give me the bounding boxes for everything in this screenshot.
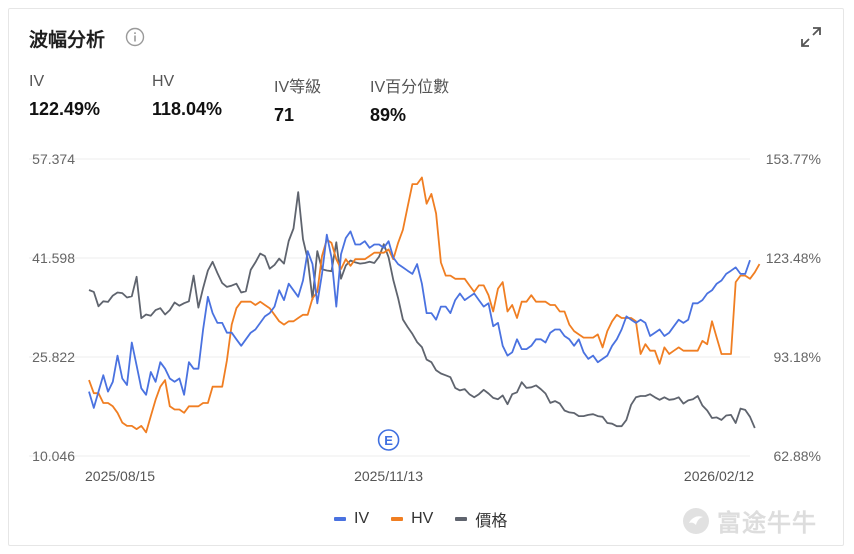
metric-iv-rank: IV等級 71 bbox=[274, 73, 321, 126]
earnings-event-label: E bbox=[384, 433, 393, 448]
x-tick-label: 2025/08/15 bbox=[85, 468, 155, 484]
y-right-tick-label: 153.77% bbox=[766, 151, 821, 167]
metric-iv-percentile-label: IV百分位數 bbox=[370, 79, 450, 96]
legend-item-hv[interactable]: HV bbox=[391, 507, 433, 531]
legend-label-hv: HV bbox=[411, 510, 434, 527]
metric-hv-value: 118.04% bbox=[152, 99, 223, 119]
y-right-tick-label: 93.18% bbox=[774, 349, 821, 365]
legend-item-price[interactable]: 價格 bbox=[455, 507, 507, 531]
x-tick-label: 2025/11/13 bbox=[354, 468, 423, 484]
y-left-tick-label: 41.598 bbox=[32, 250, 75, 266]
metric-iv-rank-label: IV等級 bbox=[274, 79, 322, 96]
metric-iv-rank-value: 71 bbox=[274, 105, 295, 125]
watermark-logo-icon bbox=[683, 507, 709, 534]
legend-swatch-price bbox=[455, 517, 468, 521]
metric-iv: IV 122.49% bbox=[29, 73, 100, 120]
legend-label-iv: IV bbox=[354, 510, 370, 527]
card-title: 波幅分析 bbox=[29, 29, 106, 51]
metric-hv: HV 118.04% bbox=[152, 73, 222, 120]
chart-legend: IV HV 價格 bbox=[334, 507, 507, 531]
info-icon[interactable] bbox=[125, 27, 145, 47]
y-left-tick-label: 25.822 bbox=[32, 349, 75, 365]
watermark-text: 富途牛牛 bbox=[717, 509, 817, 537]
legend-item-iv[interactable]: IV bbox=[334, 507, 369, 531]
metric-hv-label: HV bbox=[152, 73, 175, 90]
series-line-iv bbox=[88, 230, 751, 409]
earnings-event-marker bbox=[377, 429, 400, 451]
y-left-tick-label: 57.374 bbox=[32, 151, 75, 167]
metric-iv-percentile-value: 89% bbox=[370, 105, 407, 125]
volatility-card: 波幅分析 IV 122.49% HV 118.04% IV等級 71 IV百分位… bbox=[8, 8, 844, 546]
series-line-price bbox=[88, 191, 756, 429]
metric-iv-value: 122.49% bbox=[29, 99, 101, 119]
watermark: 富途牛牛 bbox=[681, 503, 817, 538]
series-line-hv bbox=[88, 176, 761, 434]
y-left-tick-label: 10.046 bbox=[32, 448, 75, 464]
metric-iv-label: IV bbox=[29, 73, 45, 90]
legend-swatch-hv bbox=[391, 517, 404, 521]
metric-iv-percentile: IV百分位數 89% bbox=[370, 73, 449, 126]
volatility-chart[interactable]: 57.374 153.77% 41.598 123.48% 25.822 93.18% 10… bbox=[9, 9, 845, 547]
y-right-tick-label: 123.48% bbox=[766, 250, 821, 266]
x-tick-label: 2026/02/12 bbox=[684, 468, 754, 484]
expand-icon[interactable] bbox=[799, 25, 823, 49]
y-right-tick-label: 62.88% bbox=[774, 448, 821, 464]
legend-swatch-iv bbox=[334, 517, 346, 521]
legend-label-price: 價格 bbox=[475, 513, 508, 530]
